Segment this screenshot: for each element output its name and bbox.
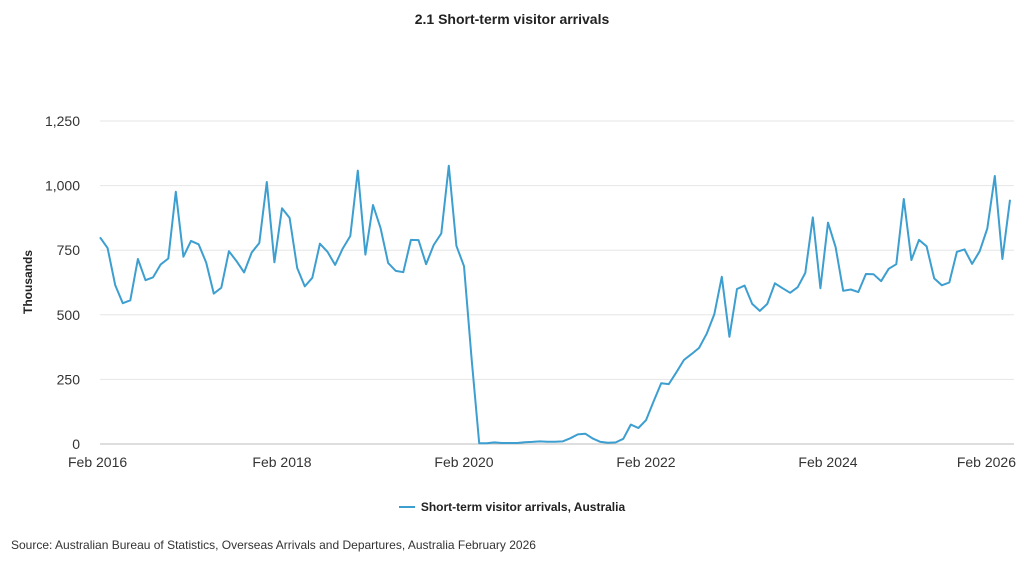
grid-lines <box>100 120 1014 445</box>
x-tick-labels: Feb 2016 Feb 2018 Feb 2020 Feb 2022 Feb 2024… <box>68 454 1016 470</box>
series-lines <box>99 164 1011 445</box>
y-tick-label: 1,000 <box>45 178 80 194</box>
y-axis-label: Thousands <box>21 250 35 314</box>
y-tick-label: 1,250 <box>45 113 80 129</box>
legend[interactable]: Short-term visitor arrivals, Australia <box>0 500 1024 514</box>
series-line-0[interactable] <box>99 164 1011 445</box>
chart-title: 2.1 Short-term visitor arrivals <box>414 11 610 27</box>
x-tick-label: Feb 2016 <box>68 454 127 470</box>
x-tick-label: Feb 2022 <box>616 454 675 470</box>
x-tick-label: Feb 2018 <box>252 454 311 470</box>
legend-label: Short-term visitor arrivals, Australia <box>420 500 626 514</box>
x-tick-label: Feb 2024 <box>798 454 857 470</box>
x-tick-label: Feb 2026 <box>957 454 1016 470</box>
y-tick-labels: 0 250 500 750 1,000 1,250 <box>45 113 80 452</box>
y-tick-label: 250 <box>57 371 81 387</box>
y-tick-label: 750 <box>57 242 81 258</box>
source-note: Source: Australian Bureau of Statistics,… <box>11 538 536 552</box>
y-tick-label: 500 <box>57 307 81 323</box>
x-tick-label: Feb 2020 <box>434 454 493 470</box>
legend-swatch <box>398 505 415 508</box>
y-tick-label: 0 <box>72 436 80 452</box>
